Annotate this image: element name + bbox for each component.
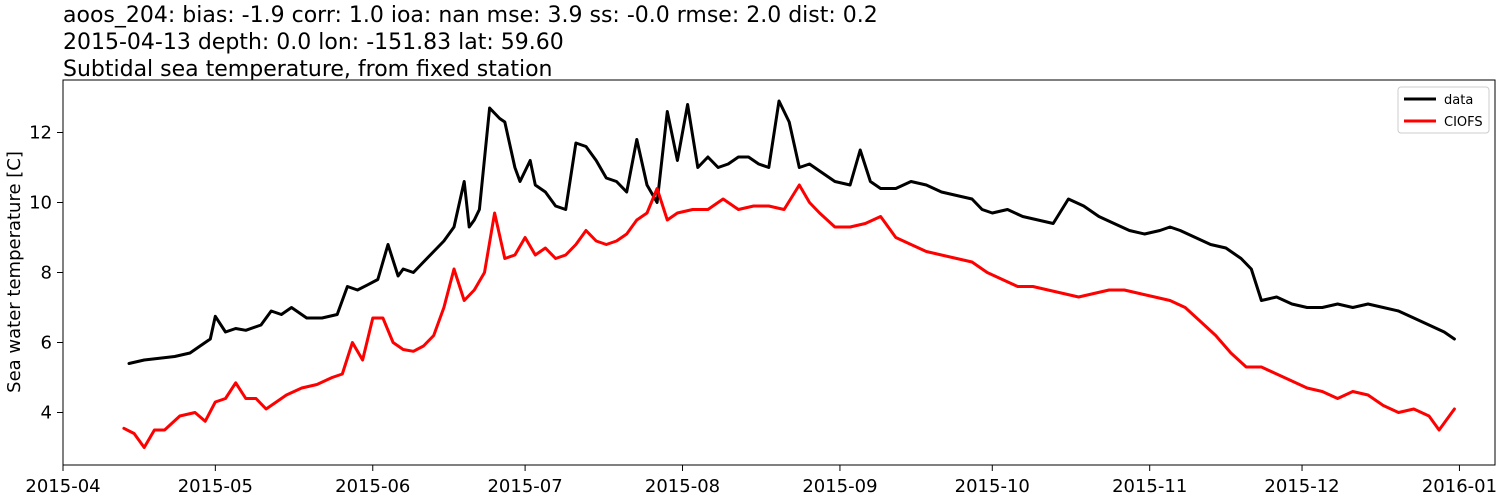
x-axis: 2015-04 2015-05 2015-06 2015-07 2015-08 2015-… bbox=[25, 465, 1497, 497]
chart-title-line-description: Subtidal sea temperature, from fixed sta… bbox=[63, 57, 553, 82]
x-tick-label: 2015-12 bbox=[1264, 476, 1339, 497]
x-tick-label: 2015-04 bbox=[25, 476, 100, 497]
series-line-data bbox=[127, 99, 1456, 365]
x-tick-label: 2015-06 bbox=[335, 476, 410, 497]
x-tick-label: 2015-08 bbox=[645, 476, 720, 497]
chart-title-line-stats: aoos_204: bias: -1.9 corr: 1.0 ioa: nan … bbox=[63, 3, 878, 28]
y-tick-label: 6 bbox=[41, 333, 52, 354]
x-tick-label: 2015-10 bbox=[955, 476, 1030, 497]
x-tick-label: 2015-09 bbox=[802, 476, 877, 497]
chart-title: aoos_204: bias: -1.9 corr: 1.0 ioa: nan … bbox=[63, 3, 878, 82]
legend-label-ciofs: CIOFS bbox=[1444, 115, 1483, 130]
y-tick-label: 10 bbox=[29, 193, 52, 214]
x-tick-label: 2015-07 bbox=[487, 476, 562, 497]
series-layer bbox=[122, 99, 1456, 449]
x-tick-label: 2016-01 bbox=[1422, 476, 1497, 497]
plot-area bbox=[62, 79, 1496, 466]
y-axis-label: Sea water temperature [C] bbox=[4, 151, 25, 393]
y-tick-label: 8 bbox=[41, 263, 52, 284]
legend: data CIOFS bbox=[1397, 86, 1490, 134]
series-line-ciofs bbox=[122, 183, 1456, 449]
x-tick-label: 2015-05 bbox=[178, 476, 253, 497]
x-tick-label: 2015-11 bbox=[1112, 476, 1187, 497]
chart-title-line-station: 2015-04-13 depth: 0.0 lon: -151.83 lat: … bbox=[63, 30, 564, 55]
y-tick-label: 12 bbox=[29, 123, 52, 144]
y-tick-label: 4 bbox=[41, 403, 52, 424]
legend-label-data: data bbox=[1444, 93, 1473, 108]
y-axis: 4 6 8 10 12 bbox=[29, 123, 63, 424]
